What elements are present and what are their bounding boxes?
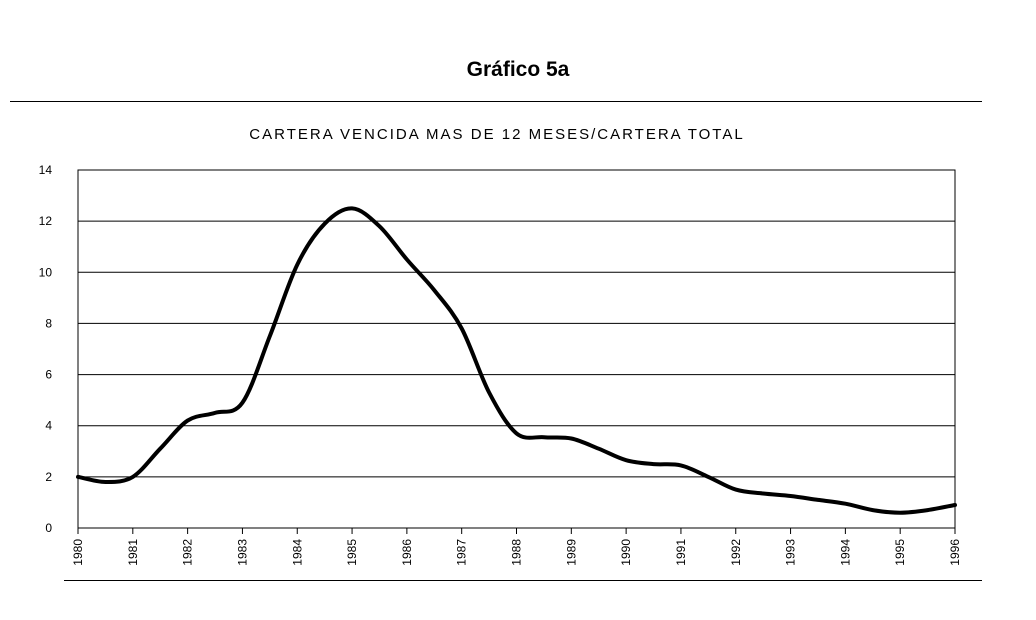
y-tick-label: 0 [45,521,52,535]
x-tick-label: 1984 [290,539,304,566]
x-tick-label: 1986 [400,539,414,566]
x-tick-label: 1993 [784,539,798,566]
series-group [76,206,957,515]
x-tick-label: 1981 [126,539,140,566]
y-tick-label: 2 [45,470,52,484]
top-rule [10,101,982,102]
x-tick-label: 1994 [838,539,852,566]
x-tick-label: 1995 [893,539,907,566]
gridlines [78,220,955,478]
x-tick-label: 1982 [181,539,195,566]
y-tick-label: 12 [39,214,53,228]
x-tick-label: 1989 [564,539,578,566]
plot-frame [77,169,956,529]
x-tick-label: 1983 [235,539,249,566]
x-tick-label: 1980 [71,539,85,566]
y-axis: 0 2 4 6 8 10 12 14 [39,163,53,535]
chart-title: CARTERA VENCIDA MAS DE 12 MESES/CARTERA … [249,126,744,143]
x-axis: 1980 1981 1982 1983 1984 1985 1986 1987 1988 1989… [71,528,962,566]
x-tick-label: 1985 [345,539,359,566]
series-line [76,206,957,515]
x-tick-label: 1991 [674,539,688,566]
x-tick-label: 1988 [510,539,524,566]
chart-heading: Gráfico 5a [466,58,570,81]
x-tick-label: 1990 [619,539,633,566]
bottom-rule [64,580,982,581]
y-tick-label: 4 [45,419,52,433]
x-tick-label: 1996 [948,539,962,566]
y-tick-label: 10 [39,265,53,279]
x-tick-label: 1992 [729,539,743,566]
x-tick-label: 1987 [455,539,469,566]
y-tick-label: 6 [45,368,52,382]
y-tick-label: 14 [39,163,53,177]
y-tick-label: 8 [45,316,52,330]
